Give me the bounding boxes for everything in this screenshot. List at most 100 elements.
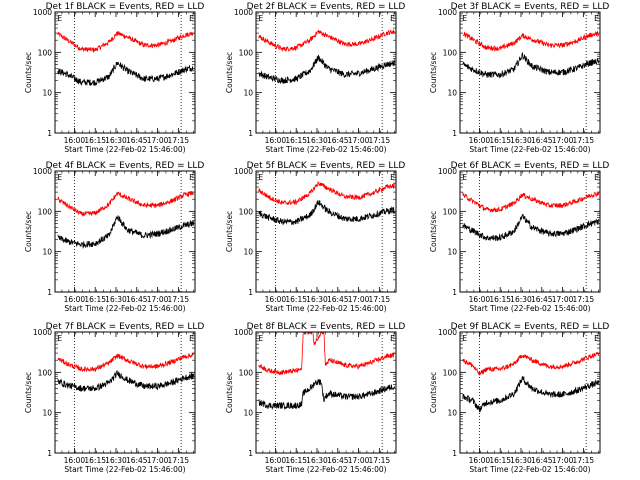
panel-title: Det 6f BLACK = Events, RED = LLD	[451, 161, 610, 171]
axes-frame	[255, 331, 397, 454]
x-axis-label: Start Time (22-Feb-02 15:46:00)	[265, 304, 386, 313]
axes-frame	[459, 331, 601, 454]
x-tick-label: 17:00	[147, 136, 169, 145]
x-tick-label: 16:15	[285, 295, 307, 304]
axes-frame	[54, 170, 196, 293]
y-axis-label: Counts/sec	[429, 372, 438, 413]
e-marker-label: E	[189, 173, 194, 182]
y-tick-label: 10	[243, 89, 253, 98]
series-line-events	[258, 200, 395, 226]
y-tick-label: 100	[239, 368, 254, 377]
x-tick-label: 17:15	[369, 136, 391, 145]
x-tick-label: 17:00	[147, 295, 169, 304]
y-tick-label: 100	[443, 368, 458, 377]
y-tick-label: 1	[248, 449, 253, 458]
series-line-lld	[258, 29, 395, 53]
x-axis-label: Start Time (22-Feb-02 15:46:00)	[469, 304, 590, 313]
panel-5: Det 5f BLACK = Events, RED = LLD E E 1 10 100…	[225, 161, 405, 313]
panel-title: Det 5f BLACK = Events, RED = LLD	[247, 161, 406, 171]
panel-8: Det 8f BLACK = Events, RED = LLD E E 1 10 100…	[225, 322, 405, 474]
x-tick-label: 16:45	[531, 136, 553, 145]
x-tick-label: 16:45	[126, 136, 148, 145]
x-tick-label: 16:00	[265, 295, 287, 304]
x-axis-label: Start Time (22-Feb-02 15:46:00)	[64, 145, 185, 154]
e-marker-label: E	[390, 14, 395, 23]
e-marker-label: E	[390, 334, 395, 343]
x-axis-label: Start Time (22-Feb-02 15:46:00)	[469, 145, 590, 154]
panel-title: Det 4f BLACK = Events, RED = LLD	[46, 161, 205, 171]
plot-area	[462, 171, 599, 292]
x-tick-label: 16:00	[469, 295, 491, 304]
x-tick-label: 17:15	[168, 295, 190, 304]
y-tick-label: 10	[243, 409, 253, 418]
x-tick-label: 16:30	[306, 456, 328, 465]
y-tick-label: 100	[239, 48, 254, 57]
x-tick-label: 17:00	[552, 456, 574, 465]
x-tick-label: 16:45	[327, 456, 349, 465]
y-tick-label: 100	[38, 207, 53, 216]
series-line-lld	[57, 31, 194, 54]
panel-9: Det 9f BLACK = Events, RED = LLD E E 1 10 100…	[429, 322, 609, 474]
x-tick-label: 17:15	[573, 295, 595, 304]
e-marker-label: E	[189, 334, 194, 343]
x-tick-label: 17:00	[552, 295, 574, 304]
y-tick-label: 1	[47, 449, 52, 458]
axes-frame	[255, 170, 397, 293]
x-tick-label: 16:30	[510, 456, 532, 465]
y-tick-label: 10	[243, 248, 253, 257]
x-axis-label: Start Time (22-Feb-02 15:46:00)	[265, 465, 386, 474]
y-axis-label: Counts/sec	[429, 52, 438, 93]
panel-2: Det 2f BLACK = Events, RED = LLD E E 1 10 100…	[225, 2, 405, 154]
e-marker-label: E	[57, 173, 62, 182]
x-tick-label: 17:00	[348, 136, 370, 145]
panel-title: Det 9f BLACK = Events, RED = LLD	[451, 322, 610, 332]
y-tick-label: 1	[248, 288, 253, 297]
y-axis-label: Counts/sec	[24, 211, 33, 252]
x-tick-label: 16:30	[105, 295, 127, 304]
x-tick-label: 16:30	[105, 456, 127, 465]
series-line-lld	[57, 352, 194, 373]
axes-frame	[255, 11, 397, 134]
y-tick-label: 1	[47, 288, 52, 297]
y-tick-label: 1000	[438, 8, 457, 17]
e-marker-label: E	[57, 14, 62, 23]
y-tick-label: 1	[452, 288, 457, 297]
x-tick-label: 16:00	[469, 136, 491, 145]
e-marker-label: E	[390, 173, 395, 182]
x-tick-label: 17:15	[573, 136, 595, 145]
x-tick-label: 17:15	[573, 456, 595, 465]
x-tick-label: 16:00	[64, 136, 86, 145]
y-tick-label: 1000	[234, 8, 253, 17]
y-axis-label: Counts/sec	[225, 372, 234, 413]
x-tick-label: 16:30	[510, 136, 532, 145]
series-line-events	[462, 375, 599, 413]
e-marker-label: E	[594, 334, 599, 343]
x-tick-label: 17:15	[168, 136, 190, 145]
x-tick-label: 17:15	[369, 456, 391, 465]
series-line-events	[57, 61, 194, 86]
x-tick-label: 16:15	[489, 456, 511, 465]
series-line-events	[258, 54, 395, 84]
panel-title: Det 7f BLACK = Events, RED = LLD	[46, 322, 205, 332]
y-tick-label: 10	[42, 248, 52, 257]
e-marker-label: E	[258, 14, 263, 23]
x-tick-label: 16:15	[285, 136, 307, 145]
plot-area	[462, 12, 599, 133]
x-tick-label: 17:00	[552, 136, 574, 145]
y-tick-label: 1000	[438, 328, 457, 337]
x-tick-label: 16:45	[531, 456, 553, 465]
y-tick-label: 100	[38, 368, 53, 377]
panel-4: Det 4f BLACK = Events, RED = LLD E E 1 10 100…	[24, 161, 204, 313]
y-axis-label: Counts/sec	[429, 211, 438, 252]
y-tick-label: 1000	[234, 167, 253, 176]
panel-title: Det 2f BLACK = Events, RED = LLD	[247, 2, 406, 12]
y-tick-label: 10	[447, 248, 457, 257]
y-tick-label: 1	[248, 129, 253, 138]
x-tick-label: 16:00	[64, 295, 86, 304]
series-line-lld	[462, 351, 599, 376]
x-tick-label: 16:45	[126, 295, 148, 304]
plot-area	[57, 171, 194, 292]
series-line-events	[57, 369, 194, 392]
y-tick-label: 100	[443, 48, 458, 57]
